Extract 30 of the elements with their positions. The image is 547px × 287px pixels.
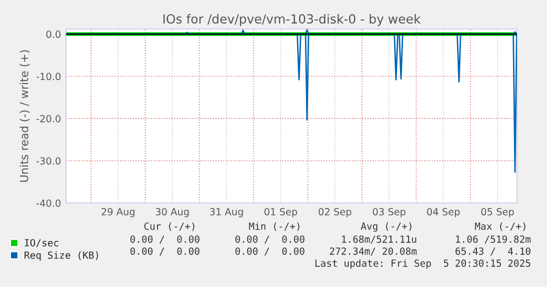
x-tick-label: 30 Aug <box>156 208 189 218</box>
x-tick-label: 31 Aug <box>210 208 243 218</box>
text: 0.00 / 0.00 <box>235 235 304 244</box>
text: 272.34m/ 20.08m <box>330 247 417 256</box>
text: 0.00 / 0.00 <box>130 247 200 256</box>
text: Cur (-/+) <box>144 222 194 231</box>
text: 0.00 / 0.00 <box>235 247 304 256</box>
y-tick-label: -30.0 <box>36 157 60 165</box>
text: 0.00 / 0.00 <box>130 235 200 244</box>
y-tick-label: -10.0 <box>36 72 60 80</box>
text: Last update: Fri Sep 5 20:30:15 2025 <box>315 259 530 269</box>
x-tick-label: 03 Sep <box>372 208 406 218</box>
x-tick-label: 01 Sep <box>264 208 298 218</box>
legend-label: IO/sec <box>24 239 58 248</box>
y-tick-label: -40.0 <box>36 199 60 207</box>
x-tick-label: 05 Sep <box>481 208 514 218</box>
x-tick-label: 29 Aug <box>102 208 134 218</box>
text: Max (-/+) <box>475 222 526 231</box>
x-tick-label: 04 Sep <box>427 208 460 218</box>
chart-title: IOs for /dev/pve/vm-103-disk-0 - by week <box>163 14 421 26</box>
text: Avg (-/+) <box>360 222 412 232</box>
y-tick-label: 0.0 <box>46 30 60 38</box>
text: 1.06 /519.82m <box>456 235 531 244</box>
x-tick-label: 02 Sep <box>318 208 352 218</box>
text: 65.43 / 4.10 <box>456 247 530 256</box>
y-axis-title: Units read (-) / write (+) <box>20 50 30 182</box>
y-tick-label: -20.0 <box>36 115 60 122</box>
text: 1.68m/521.11u <box>342 235 416 244</box>
text: Min (-/+) <box>249 222 300 231</box>
legend-label: Req Size (KB) <box>24 251 98 261</box>
